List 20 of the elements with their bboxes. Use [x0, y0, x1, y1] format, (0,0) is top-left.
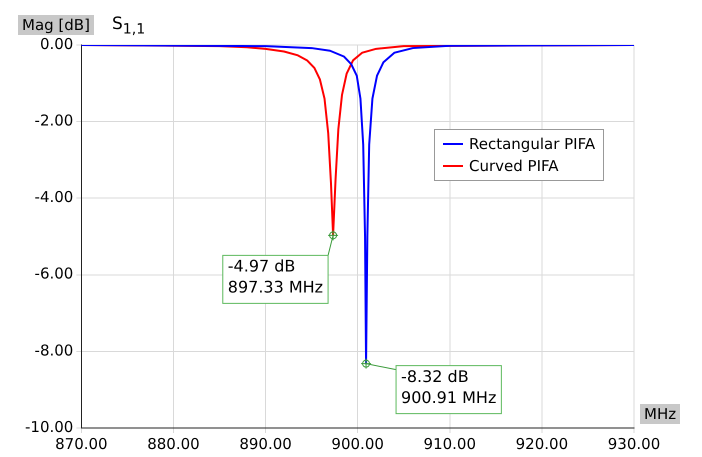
x-tick-label: 870.00 — [55, 434, 108, 453]
x-axis-title: MHz — [640, 404, 680, 424]
legend-label: Curved PIFA — [469, 157, 559, 176]
y-axis-title: Mag [dB] — [18, 15, 94, 35]
annotation: -8.32 dB 900.91 MHz — [401, 366, 496, 407]
y-tick-label: -4.00 — [34, 188, 74, 206]
y-tick-label: -2.00 — [34, 111, 74, 130]
y-tick-label: -10.00 — [24, 418, 74, 436]
legend-label: Rectangular PIFA — [469, 135, 596, 154]
y-tick-label: -8.00 — [34, 341, 74, 360]
chart-title: S$_{1,1}$ — [112, 14, 146, 38]
x-tick-label: 890.00 — [239, 434, 292, 453]
x-tick-label: 900.00 — [331, 434, 384, 453]
x-tick-label: 920.00 — [516, 434, 568, 453]
y-tick-label: 0.00 — [40, 34, 74, 53]
y-tick-label: -6.00 — [34, 264, 74, 283]
x-tick-label: 880.00 — [147, 434, 200, 453]
x-tick-label: 930.00 — [608, 434, 660, 453]
x-tick-label: 910.00 — [424, 434, 476, 453]
annotation: -4.97 dB 897.33 MHz — [228, 256, 324, 297]
